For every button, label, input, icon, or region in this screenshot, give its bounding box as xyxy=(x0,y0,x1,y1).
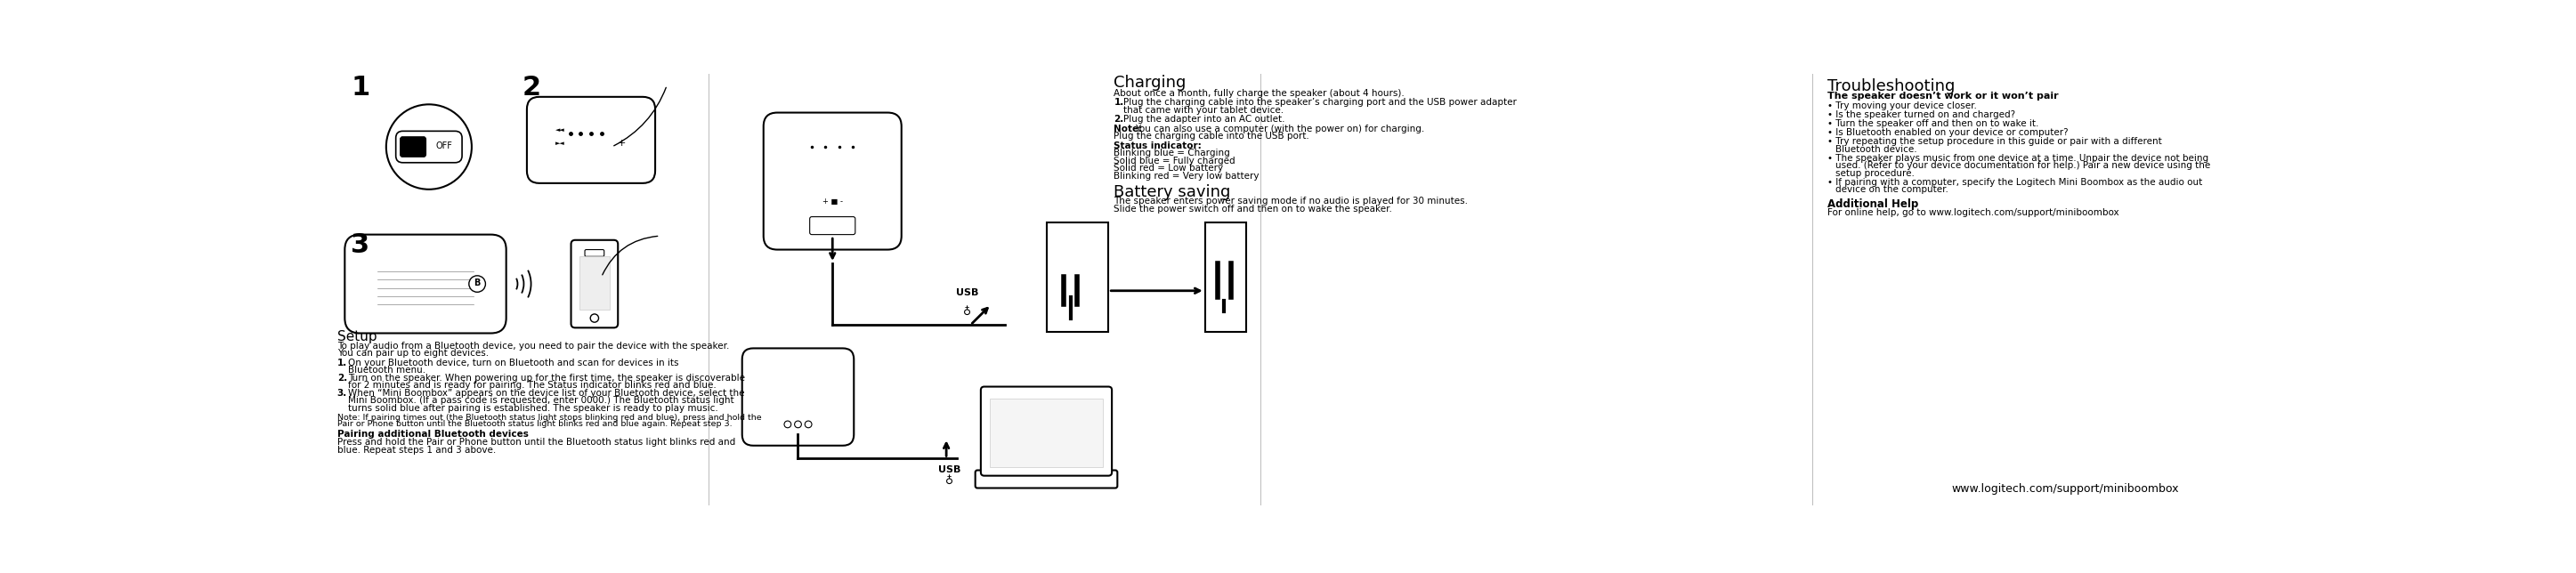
Text: 2.: 2. xyxy=(1113,115,1123,124)
Text: Pairing additional Bluetooth devices: Pairing additional Bluetooth devices xyxy=(337,430,528,439)
Text: • If pairing with a computer, specify the Logitech Mini Boombox as the audio out: • If pairing with a computer, specify th… xyxy=(1826,178,2202,187)
Text: The speaker enters power saving mode if no audio is played for 30 minutes.: The speaker enters power saving mode if … xyxy=(1113,197,1468,206)
Bar xyxy=(989,398,1103,467)
Text: turns solid blue after pairing is established. The speaker is ready to play musi: turns solid blue after pairing is establ… xyxy=(348,404,719,413)
Text: • The speaker plays music from one device at a time. Unpair the device not being: • The speaker plays music from one devic… xyxy=(1826,154,2208,163)
Text: About once a month, fully charge the speaker (about 4 hours).: About once a month, fully charge the spe… xyxy=(1113,89,1404,97)
Circle shape xyxy=(804,421,811,428)
FancyBboxPatch shape xyxy=(742,348,853,446)
Text: www.logitech.com/support/miniboombox: www.logitech.com/support/miniboombox xyxy=(1953,484,2179,495)
Text: blue. Repeat steps 1 and 3 above.: blue. Repeat steps 1 and 3 above. xyxy=(337,446,495,454)
Text: Solid blue = Fully charged: Solid blue = Fully charged xyxy=(1113,156,1236,166)
Text: 3: 3 xyxy=(350,233,371,258)
Text: Note: If pairing times out (the Bluetooth status light stops blinking red and bl: Note: If pairing times out (the Bluetoot… xyxy=(337,413,762,421)
Text: Battery saving: Battery saving xyxy=(1113,185,1231,201)
Circle shape xyxy=(793,421,801,428)
Text: Additional Help: Additional Help xyxy=(1826,198,1919,210)
Text: ►◄: ►◄ xyxy=(556,141,564,146)
Text: Plug the charging cable into the speaker’s charging port and the USB power adapt: Plug the charging cable into the speaker… xyxy=(1123,98,1517,107)
Text: USB: USB xyxy=(956,289,979,297)
Text: for 2 minutes and is ready for pairing. The Status indicator blinks red and blue: for 2 minutes and is ready for pairing. … xyxy=(348,381,716,390)
Text: You can pair up to eight devices.: You can pair up to eight devices. xyxy=(337,349,489,358)
Text: Pair or Phone button until the Bluetooth status light blinks red and blue again.: Pair or Phone button until the Bluetooth… xyxy=(337,420,732,428)
Circle shape xyxy=(386,104,471,189)
Text: Slide the power switch off and then on to wake the speaker.: Slide the power switch off and then on t… xyxy=(1113,205,1394,213)
Text: 1.: 1. xyxy=(337,359,348,367)
Text: • Is the speaker turned on and charged?: • Is the speaker turned on and charged? xyxy=(1826,111,2014,119)
Text: Troubleshooting: Troubleshooting xyxy=(1826,79,1955,95)
Text: +: + xyxy=(618,139,626,148)
Text: • Try moving your device closer.: • Try moving your device closer. xyxy=(1826,101,1976,111)
Text: Status indicator:: Status indicator: xyxy=(1113,142,1203,150)
Text: You can also use a computer (with the power on) for charging.: You can also use a computer (with the po… xyxy=(1133,124,1425,133)
Text: Plug the adapter into an AC outlet.: Plug the adapter into an AC outlet. xyxy=(1123,115,1285,124)
Text: setup procedure.: setup procedure. xyxy=(1837,169,1914,178)
Text: On your Bluetooth device, turn on Bluetooth and scan for devices in its: On your Bluetooth device, turn on Blueto… xyxy=(348,359,680,367)
FancyBboxPatch shape xyxy=(345,234,507,333)
Text: Note:: Note: xyxy=(1113,124,1144,133)
Text: Blinking blue = Charging: Blinking blue = Charging xyxy=(1113,149,1231,158)
Text: Solid red = Low battery: Solid red = Low battery xyxy=(1113,164,1224,173)
Text: Bluetooth menu.: Bluetooth menu. xyxy=(348,366,425,375)
Text: For online help, go to www.logitech.com/support/miniboombox: For online help, go to www.logitech.com/… xyxy=(1826,208,2120,217)
Text: that came with your tablet device.: that came with your tablet device. xyxy=(1123,106,1283,115)
Text: ◄◄: ◄◄ xyxy=(556,127,564,132)
Circle shape xyxy=(469,276,484,292)
Text: ♁: ♁ xyxy=(963,306,971,317)
Text: ♁: ♁ xyxy=(945,475,953,486)
Text: OFF: OFF xyxy=(435,142,453,151)
FancyBboxPatch shape xyxy=(528,97,654,183)
Text: Turn on the speaker. When powering up for the first time, the speaker is discove: Turn on the speaker. When powering up fo… xyxy=(348,374,744,383)
Bar xyxy=(1046,222,1108,332)
Text: ON: ON xyxy=(410,142,422,151)
Text: 1: 1 xyxy=(350,75,371,101)
Text: 3.: 3. xyxy=(337,388,348,398)
Text: • Turn the speaker off and then on to wake it.: • Turn the speaker off and then on to wa… xyxy=(1826,119,2038,128)
Text: device on the computer.: device on the computer. xyxy=(1837,185,1947,194)
Text: Press and hold the Pair or Phone button until the Bluetooth status light blinks : Press and hold the Pair or Phone button … xyxy=(337,438,734,447)
Text: 1.: 1. xyxy=(1113,98,1123,107)
Text: 2.: 2. xyxy=(337,374,348,383)
Text: Blinking red = Very low battery: Blinking red = Very low battery xyxy=(1113,171,1260,180)
Circle shape xyxy=(783,421,791,428)
Text: When “Mini Boombox” appears on the device list of your Bluetooth device, select : When “Mini Boombox” appears on the devic… xyxy=(348,388,744,398)
FancyBboxPatch shape xyxy=(399,136,425,157)
Text: Bluetooth device.: Bluetooth device. xyxy=(1837,145,1917,154)
Text: Plug the charging cable into the USB port.: Plug the charging cable into the USB por… xyxy=(1113,132,1309,141)
FancyBboxPatch shape xyxy=(981,387,1113,476)
FancyBboxPatch shape xyxy=(572,240,618,328)
Text: used. (Refer to your device documentation for help.) Pair a new device using the: used. (Refer to your device documentatio… xyxy=(1837,161,2210,170)
Text: USB: USB xyxy=(938,465,961,474)
Text: + ■ -: + ■ - xyxy=(822,198,842,206)
Text: 2: 2 xyxy=(523,75,541,101)
Circle shape xyxy=(590,314,598,322)
Text: The speaker doesn’t work or it won’t pair: The speaker doesn’t work or it won’t pai… xyxy=(1826,92,2058,101)
Text: • Is Bluetooth enabled on your device or computer?: • Is Bluetooth enabled on your device or… xyxy=(1826,128,2069,138)
Bar xyxy=(580,257,611,310)
Text: Charging: Charging xyxy=(1113,75,1188,91)
Text: Mini Boombox. (If a pass code is requested, enter 0000.) The Bluetooth status li: Mini Boombox. (If a pass code is request… xyxy=(348,397,734,405)
FancyBboxPatch shape xyxy=(397,131,461,163)
Text: To play audio from a Bluetooth device, you need to pair the device with the spea: To play audio from a Bluetooth device, y… xyxy=(337,342,729,350)
FancyBboxPatch shape xyxy=(976,470,1118,488)
Bar xyxy=(1206,222,1247,332)
FancyBboxPatch shape xyxy=(585,250,605,257)
Text: Setup: Setup xyxy=(337,331,376,344)
FancyBboxPatch shape xyxy=(762,113,902,250)
FancyBboxPatch shape xyxy=(809,217,855,234)
Text: • Try repeating the setup procedure in this guide or pair with a different: • Try repeating the setup procedure in t… xyxy=(1826,138,2161,146)
Text: B: B xyxy=(474,278,482,288)
